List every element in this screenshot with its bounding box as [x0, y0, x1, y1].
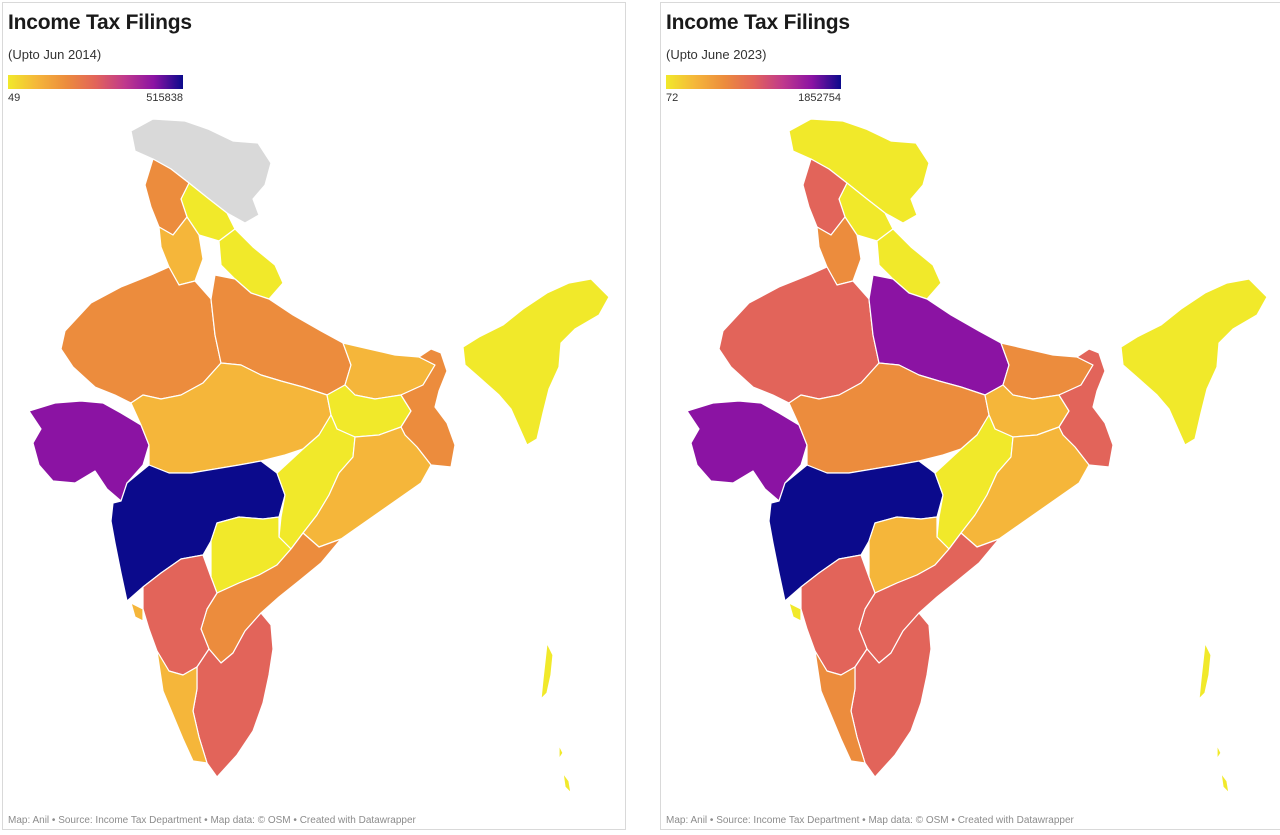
- region-isl: [1198, 642, 1230, 794]
- region-ga: [788, 602, 802, 622]
- legend-min-label: 72: [666, 92, 679, 104]
- color-legend: [666, 75, 841, 89]
- color-legend: [8, 75, 183, 89]
- panel-title: Income Tax Filings: [8, 11, 192, 34]
- region-ne: [462, 278, 610, 446]
- map-panel-2023: Income Tax Filings (Upto June 2023) 72 1…: [660, 2, 1280, 830]
- india-choropleth-map: [28, 118, 610, 794]
- map-credits: Map: Anil • Source: Income Tax Departmen…: [8, 815, 416, 826]
- region-od: [960, 426, 1090, 548]
- region-uk: [218, 228, 284, 300]
- legend-max-label: 1852754: [798, 92, 841, 104]
- panel-subtitle: (Upto June 2023): [666, 47, 767, 62]
- region-ka: [800, 554, 876, 676]
- region-rj: [60, 266, 222, 404]
- region-isl: [540, 642, 572, 794]
- region-uk: [876, 228, 942, 300]
- region-wb: [400, 348, 456, 468]
- legend-max-label: 515838: [146, 92, 183, 104]
- map-credits: Map: Anil • Source: Income Tax Departmen…: [666, 815, 1074, 826]
- india-choropleth-map: [686, 118, 1268, 794]
- region-wb: [1058, 348, 1114, 468]
- map-panel-2014: Income Tax Filings (Upto Jun 2014) 49 51…: [2, 2, 626, 830]
- region-ka: [142, 554, 218, 676]
- region-od: [302, 426, 432, 548]
- region-kl: [156, 650, 208, 764]
- panel-subtitle: (Upto Jun 2014): [8, 47, 102, 62]
- region-ne: [1120, 278, 1268, 446]
- panel-title: Income Tax Filings: [666, 11, 850, 34]
- legend-min-label: 49: [8, 92, 21, 104]
- region-rj: [718, 266, 880, 404]
- region-kl: [814, 650, 866, 764]
- region-ga: [130, 602, 144, 622]
